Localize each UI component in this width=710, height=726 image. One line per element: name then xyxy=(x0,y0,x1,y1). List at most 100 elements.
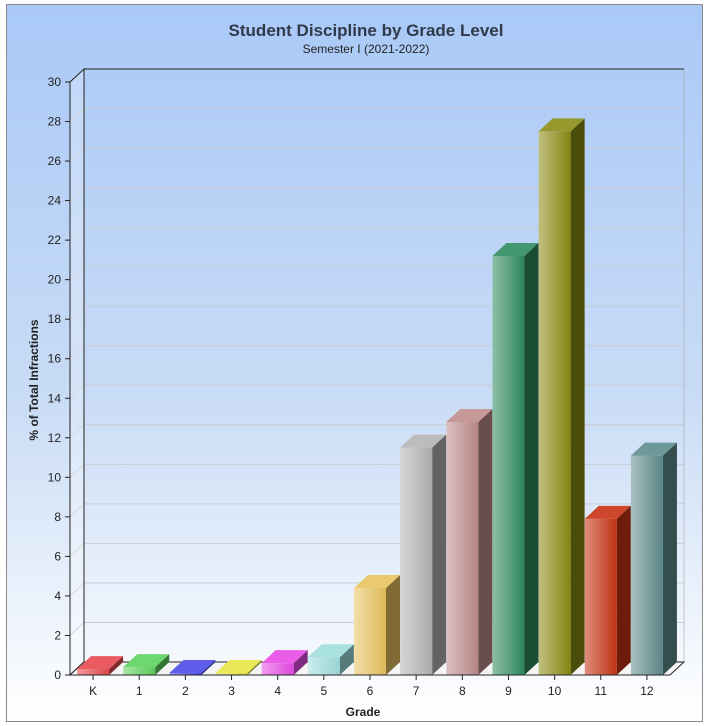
y-tick-label: 22 xyxy=(48,233,62,247)
x-tick-label: 6 xyxy=(367,684,374,698)
bar-side xyxy=(201,660,216,675)
y-tick-label: 0 xyxy=(54,668,61,682)
y-tick-label: 12 xyxy=(48,431,62,445)
bar-top xyxy=(630,442,677,456)
x-tick-label: 12 xyxy=(640,684,654,698)
x-axis-label: Grade xyxy=(346,705,381,719)
bar-side xyxy=(662,442,677,675)
bar-side xyxy=(155,654,170,675)
bar-top xyxy=(492,242,539,256)
bar-11 xyxy=(584,505,631,675)
x-tick-labels: K 1 2 3 4 5 6 7 8 9 10 11 12 xyxy=(69,82,670,698)
bar-10 xyxy=(538,118,585,675)
bar-front xyxy=(400,447,433,675)
bar-5 xyxy=(307,644,354,675)
bar-top xyxy=(307,644,354,658)
bar-side xyxy=(570,118,585,675)
bar-front xyxy=(77,669,110,675)
grid-line-side xyxy=(69,226,85,241)
bar-front xyxy=(492,255,525,676)
y-tick-label: 10 xyxy=(48,470,62,484)
bars xyxy=(77,118,677,676)
bar-side xyxy=(524,242,539,676)
bar-7 xyxy=(400,434,447,675)
y-tick-label: 26 xyxy=(48,154,62,168)
grid-line-side xyxy=(69,266,85,281)
side-wall xyxy=(69,67,85,677)
bar-side xyxy=(339,644,354,675)
bar-12 xyxy=(630,442,677,675)
bar-top xyxy=(538,118,585,132)
y-tick-label: 14 xyxy=(48,391,62,405)
grid-line-side xyxy=(69,108,85,122)
x-tick-label: 1 xyxy=(136,684,143,698)
x-tick-label: 8 xyxy=(459,684,466,698)
bar-side xyxy=(386,575,400,675)
x-tick-label: K xyxy=(89,684,97,698)
bar-top xyxy=(77,656,124,670)
bar-front xyxy=(261,663,294,675)
bar-8 xyxy=(446,408,493,675)
bar-front xyxy=(307,657,340,675)
bar-front xyxy=(538,131,571,675)
bar-front xyxy=(169,673,202,675)
bar-top xyxy=(261,650,308,664)
chart-subtitle: Semester I (2021-2022) xyxy=(303,42,430,56)
x-tick-label: 11 xyxy=(595,684,608,698)
y-tick-label: 20 xyxy=(48,273,62,287)
x-tick-label: 7 xyxy=(413,684,420,698)
grid-line-side xyxy=(69,463,85,478)
bar-side xyxy=(109,656,124,675)
bar-top xyxy=(169,660,216,673)
x-tick-label: 9 xyxy=(505,684,512,698)
grid-line-side xyxy=(69,503,85,518)
bar-side xyxy=(293,650,308,675)
bar-front xyxy=(123,667,156,675)
chart-title: Student Discipline by Grade Level xyxy=(229,21,504,40)
bar-3 xyxy=(215,660,262,675)
bar-2 xyxy=(169,660,216,675)
bar-side xyxy=(616,505,631,675)
bar-6 xyxy=(354,575,400,675)
x-tick-label: 2 xyxy=(182,684,189,698)
bar-top xyxy=(215,660,262,673)
y-tick-label: 28 xyxy=(48,115,62,129)
bar-9 xyxy=(492,242,539,676)
bar-K xyxy=(77,656,124,675)
grid-line-side xyxy=(69,187,85,201)
x-tick-label: 10 xyxy=(548,684,562,698)
bar-top xyxy=(400,434,447,448)
y-tick-label: 4 xyxy=(54,589,61,603)
bar-top xyxy=(123,654,170,668)
grid-line-side xyxy=(69,622,85,636)
bar-front xyxy=(215,673,248,675)
grid-line-side xyxy=(69,305,85,320)
y-tick-label: 8 xyxy=(54,510,61,524)
bar-front xyxy=(630,455,663,675)
x-tick-label: 4 xyxy=(274,684,281,698)
grid-line-side xyxy=(69,147,85,162)
y-tick-label: 24 xyxy=(48,194,62,208)
bar-side xyxy=(478,408,493,675)
y-axis-label: % of Total Infractions xyxy=(27,319,41,440)
bar-top xyxy=(584,505,631,519)
bar-front xyxy=(354,588,386,675)
y-tick-label: 6 xyxy=(54,549,61,563)
grid-line-side xyxy=(69,543,85,557)
bar-top xyxy=(354,575,400,589)
grid-line-side xyxy=(69,582,85,597)
y-tick-label: 30 xyxy=(48,75,62,89)
y-tick-label: 18 xyxy=(48,312,62,326)
bar-front xyxy=(584,518,617,675)
grid-line-side xyxy=(69,424,85,439)
y-tick-label: 16 xyxy=(48,352,62,366)
bar-side xyxy=(247,660,262,675)
bar-top xyxy=(446,408,493,422)
grid-line-side xyxy=(69,384,85,399)
bar-side xyxy=(432,434,447,675)
y-tick-label: 2 xyxy=(54,628,61,642)
x-tick-label: 5 xyxy=(321,684,328,698)
bar-front xyxy=(446,421,479,675)
